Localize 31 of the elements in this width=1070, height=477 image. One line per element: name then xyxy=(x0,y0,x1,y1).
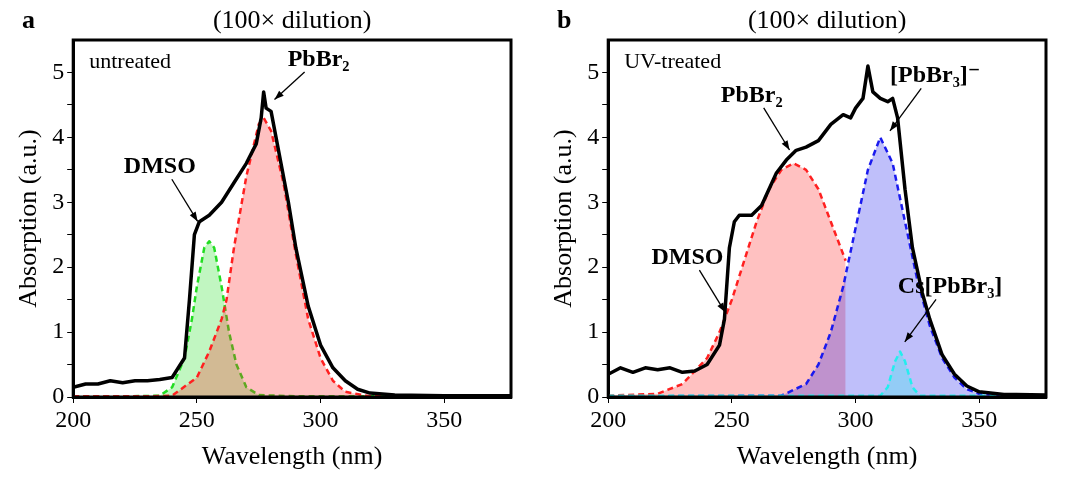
x-tick-label: 300 xyxy=(302,405,339,432)
y-tick-label: 5 xyxy=(52,57,65,84)
y-tick-label: 3 xyxy=(52,187,65,214)
annotation: UV-treated xyxy=(624,48,722,73)
x-tick-label: 250 xyxy=(178,405,215,432)
y-tick-label: 4 xyxy=(52,122,65,149)
x-axis-title: Wavelength (nm) xyxy=(736,441,918,471)
y-tick-label: 1 xyxy=(52,317,65,344)
chart-title: (100× dilution) xyxy=(212,5,372,34)
y-tick-label: 2 xyxy=(52,252,65,279)
y-tick-label: 5 xyxy=(587,57,600,84)
y-axis-title: Absorption (a.u.) xyxy=(13,129,43,308)
text: a xyxy=(22,5,35,34)
y-tick-label: 2 xyxy=(587,252,600,279)
x-axis-title: Wavelength (nm) xyxy=(201,441,383,471)
annotation: DMSO xyxy=(651,243,724,270)
x-tick-label: 350 xyxy=(961,405,998,432)
annotation: untreated xyxy=(89,48,172,73)
text: b xyxy=(557,5,572,34)
x-tick-label: 300 xyxy=(837,405,874,432)
y-tick-label: 3 xyxy=(587,187,600,214)
chart-title: (100× dilution) xyxy=(747,5,907,34)
y-axis-title: Absorption (a.u.) xyxy=(548,129,578,308)
annotation: [PbBr₃]⁻ xyxy=(889,61,981,88)
annotation: PbBr₂ xyxy=(287,45,350,71)
annotation: DMSO xyxy=(123,152,196,179)
annotation: PbBr₂ xyxy=(720,80,783,107)
y-tick-label: 1 xyxy=(587,317,600,344)
y-tick-label: 4 xyxy=(587,122,600,149)
x-tick-label: 350 xyxy=(426,405,463,432)
x-tick-label: 250 xyxy=(713,405,750,432)
